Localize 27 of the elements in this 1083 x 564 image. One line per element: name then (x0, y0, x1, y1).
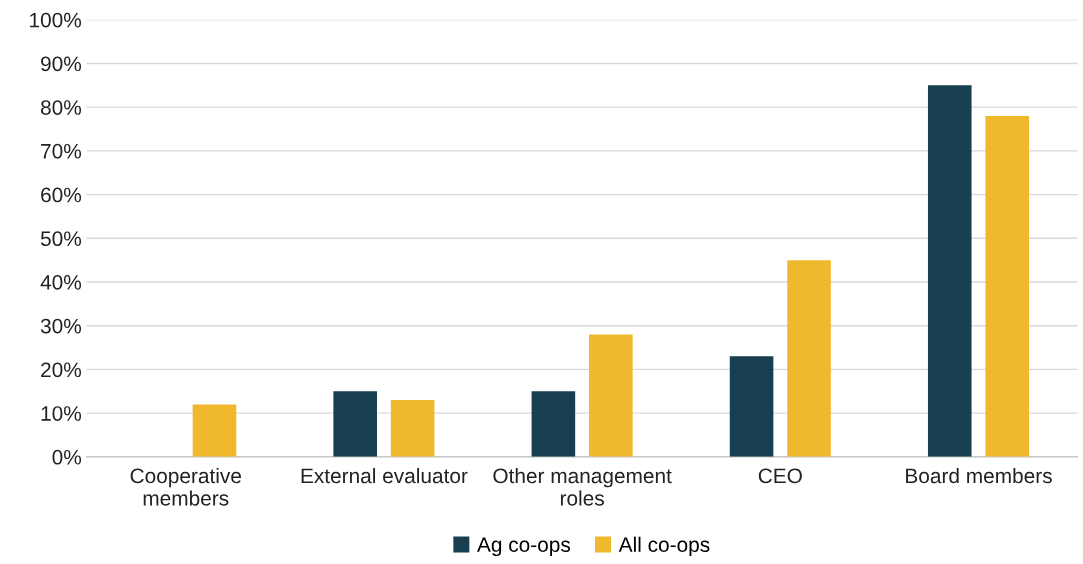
bar (333, 391, 377, 457)
bar (589, 334, 633, 457)
y-tick-label: 100% (30, 12, 82, 28)
bar (390, 400, 435, 457)
y-tick-label: 80% (40, 100, 82, 115)
bar (787, 260, 831, 457)
legend-label: Ag co-ops (477, 537, 571, 557)
legend-label: All co-ops (618, 536, 710, 557)
y-tick-label: 10% (41, 406, 82, 421)
y-tick-label: 60% (41, 187, 82, 203)
bar (531, 391, 576, 457)
x-tick-label: External evaluator (301, 467, 468, 484)
y-tick-label: 50% (40, 231, 82, 247)
y-tick-label: 90% (41, 56, 82, 72)
y-tick-label: 0% (52, 449, 82, 465)
x-tick-label: Cooperative members (130, 467, 241, 506)
bar (192, 404, 237, 457)
y-tick-label: 40% (40, 275, 82, 290)
bar (927, 85, 972, 457)
bar (729, 356, 774, 457)
x-tick-label: CEO (758, 468, 802, 484)
bar (985, 115, 1030, 457)
y-tick-label: 70% (41, 143, 82, 159)
x-tick-label: Board members (906, 467, 1052, 484)
x-tick-label: Other management roles (493, 467, 672, 506)
y-tick-label: 30% (40, 318, 82, 334)
y-tick-label: 20% (41, 362, 82, 378)
